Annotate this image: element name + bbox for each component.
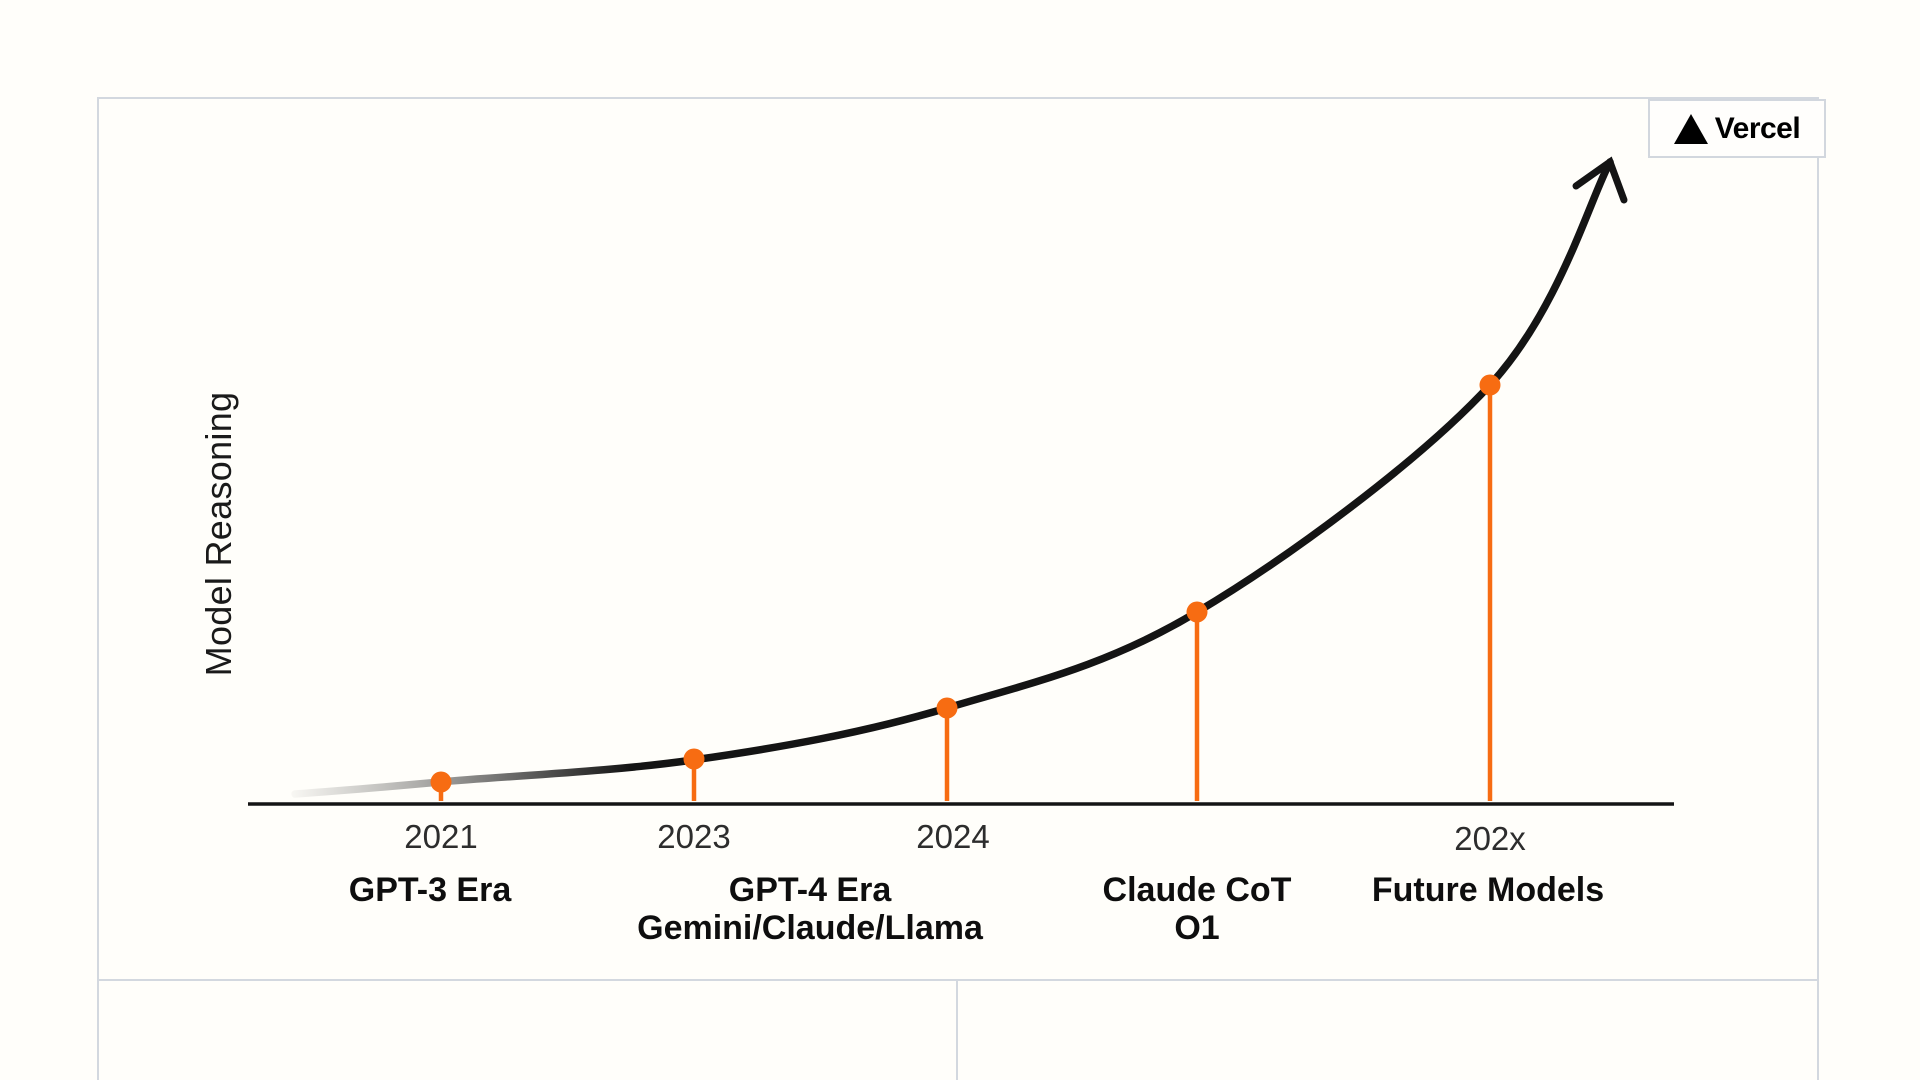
- arrowhead-icon: [1572, 156, 1628, 204]
- era-label-line: GPT-4 Era: [728, 871, 892, 909]
- era-label-line: Future Models: [1371, 871, 1605, 909]
- era-label-line: GPT-3 Era: [348, 871, 512, 909]
- era-label-future-models: Future Models: [1372, 871, 1604, 909]
- era-label-claude-cot: Claude CoT O1: [1103, 871, 1292, 947]
- vercel-logo-text: Vercel: [1714, 111, 1801, 145]
- slide-border-top: [97, 97, 1819, 99]
- era-label-line: O1: [1174, 909, 1220, 947]
- x-tick-2024: 2024: [916, 818, 990, 855]
- milestone-dot-2023: [683, 748, 705, 770]
- slide-border-left: [97, 97, 99, 1080]
- vercel-triangle-icon: [1673, 113, 1708, 144]
- x-tick-202x: 202x: [1454, 820, 1526, 857]
- x-tick-2021: 2021: [404, 818, 478, 855]
- era-label-line: Gemini/Claude/Llama: [637, 909, 983, 947]
- y-axis-label: Model Reasoning: [198, 391, 239, 677]
- milestone-dot-future: [1479, 374, 1501, 396]
- milestone-dot-claude: [1186, 601, 1208, 623]
- milestone-dot-2021: [430, 771, 452, 793]
- vercel-logo-badge: Vercel: [1648, 99, 1826, 158]
- slide-border-right: [1817, 97, 1819, 1080]
- next-slides-divider: [956, 979, 958, 1080]
- x-tick-2023: 2023: [657, 818, 731, 855]
- slide-border-bottom: [97, 979, 1819, 981]
- era-label-line: Claude CoT: [1102, 871, 1292, 909]
- milestone-dot-2024: [936, 697, 958, 719]
- era-label-gpt3: GPT-3 Era: [349, 871, 512, 909]
- era-label-gpt4: GPT-4 Era Gemini/Claude/Llama: [637, 871, 983, 947]
